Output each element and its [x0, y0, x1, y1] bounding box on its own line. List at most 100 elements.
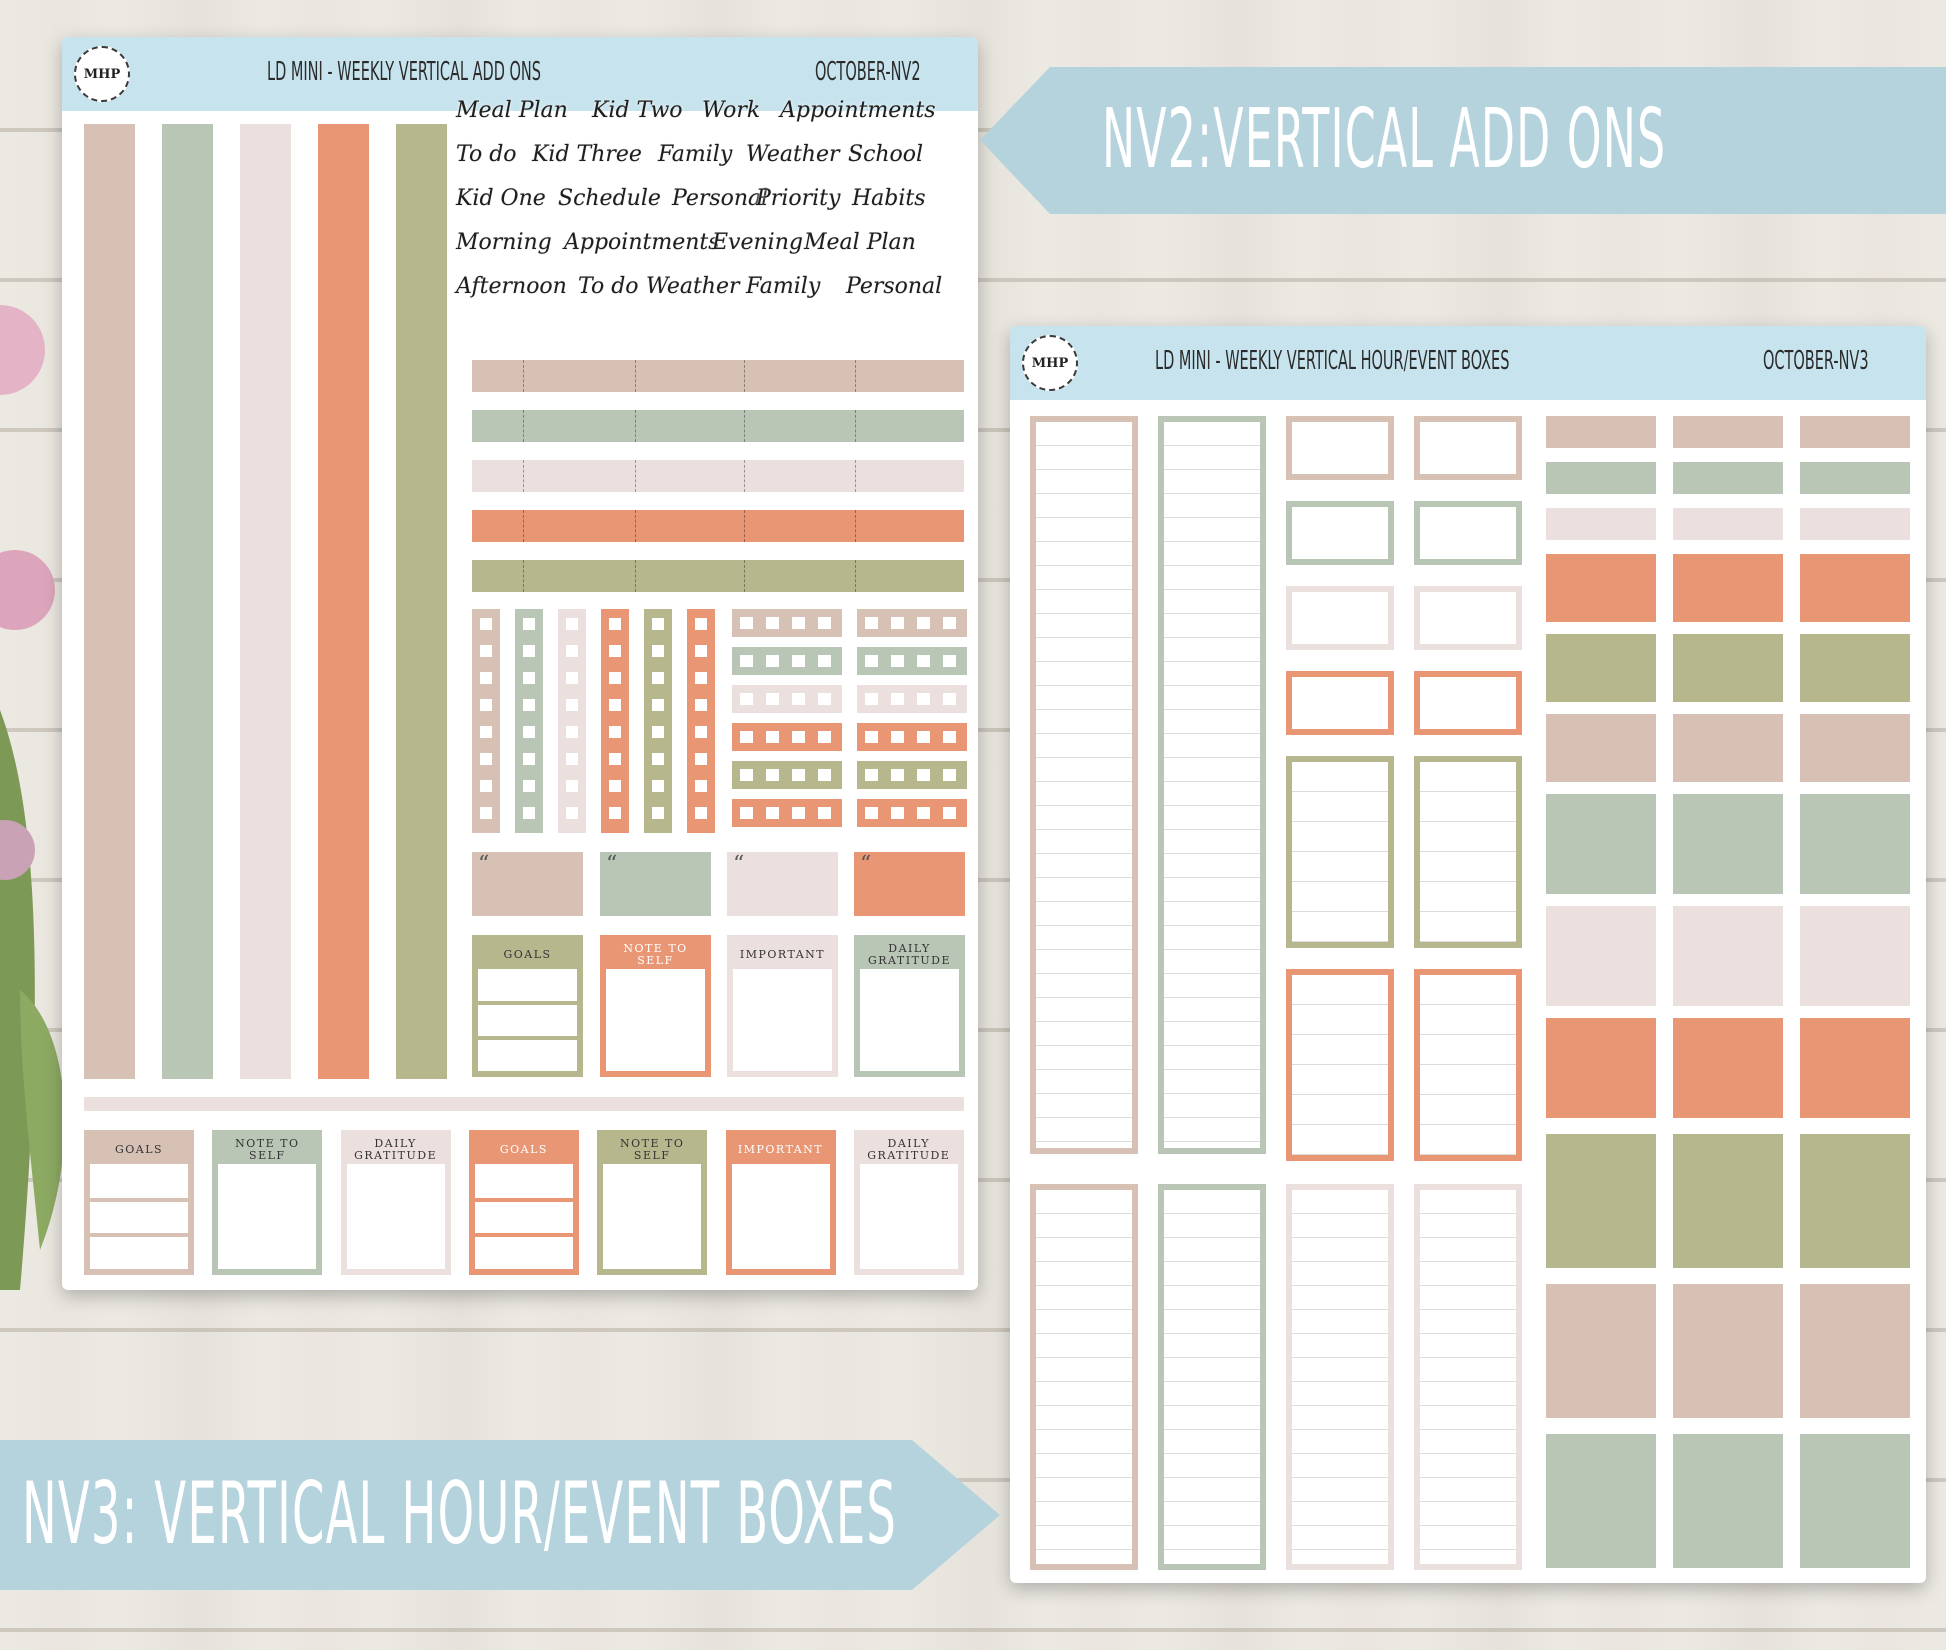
banner-nv2-text: NV2:VERTICAL ADD ONS — [1102, 92, 1667, 187]
horizontal-checkbox-strip — [857, 609, 967, 637]
color-square — [1673, 416, 1783, 448]
label-box-row2-item: GOALS — [84, 1130, 194, 1275]
word-sticker: Habits — [852, 186, 926, 211]
checkbox — [566, 780, 578, 792]
label-box-heading: NOTE TO SELF — [218, 1136, 317, 1164]
checkbox — [865, 617, 878, 629]
word-sticker: Family — [658, 142, 733, 167]
vertical-stripe-tan — [84, 124, 135, 1079]
color-square — [1800, 462, 1910, 494]
checkbox — [740, 769, 753, 781]
checkbox — [891, 807, 904, 819]
color-square — [1546, 1134, 1656, 1268]
checkbox — [652, 780, 664, 792]
event-box-coral-2 — [1414, 671, 1522, 735]
event-box-blush-2 — [1414, 586, 1522, 650]
checkbox — [695, 780, 707, 792]
sheet-nv3-code: OCTOBER-NV3 — [1763, 346, 1869, 376]
horizontal-stripe-tan — [472, 360, 964, 392]
checkbox — [609, 618, 621, 630]
hour-column-blush-bottom-1 — [1286, 1184, 1394, 1570]
event-box-tan-1 — [1286, 416, 1394, 480]
checkbox — [609, 807, 621, 819]
checkbox — [943, 617, 956, 629]
color-square — [1800, 714, 1910, 782]
checkbox — [609, 753, 621, 765]
checkbox — [695, 807, 707, 819]
sheet-nv2-header — [62, 37, 978, 111]
checkbox — [792, 693, 805, 705]
checkbox — [766, 655, 779, 667]
vertical-checkbox-strip — [644, 609, 672, 833]
color-square — [1673, 554, 1783, 622]
label-box-gratitude-1: DAILY GRATITUDE — [854, 935, 965, 1077]
checkbox — [740, 655, 753, 667]
checkbox — [766, 617, 779, 629]
word-sticker: Kid One — [456, 186, 546, 211]
checkbox — [943, 731, 956, 743]
label-box-heading: IMPORTANT — [731, 1136, 830, 1164]
event-box-sage-1 — [1286, 501, 1394, 565]
label-box-heading: GOALS — [90, 1136, 188, 1164]
flower-decoration — [0, 305, 65, 1290]
color-square — [1546, 634, 1656, 702]
word-sticker: Kid Two — [592, 98, 683, 123]
color-square — [1673, 1434, 1783, 1568]
hour-column-blush-bottom-2 — [1414, 1184, 1522, 1570]
mhp-logo: MHP — [74, 46, 130, 102]
color-square — [1673, 1284, 1783, 1418]
checkbox — [865, 731, 878, 743]
color-square — [1673, 508, 1783, 540]
horizontal-checkbox-strip — [857, 647, 967, 675]
checkbox — [523, 726, 535, 738]
checkbox — [917, 769, 930, 781]
word-sticker: Weather — [746, 142, 840, 167]
checkbox — [609, 672, 621, 684]
vertical-checkbox-strip — [601, 609, 629, 833]
color-square — [1546, 416, 1656, 448]
word-sticker: Evening — [712, 230, 803, 255]
checkbox — [740, 617, 753, 629]
checkbox — [891, 617, 904, 629]
vertical-stripe-blush — [240, 124, 291, 1079]
sheet-nv2-title: LD MINI - WEEKLY VERTICAL ADD ONS — [267, 57, 541, 87]
checkbox — [652, 699, 664, 711]
mhp-logo: MHP — [1022, 335, 1078, 391]
hour-column-tan-bottom — [1030, 1184, 1138, 1570]
checkbox — [480, 645, 492, 657]
checkbox — [891, 693, 904, 705]
checkbox — [792, 655, 805, 667]
label-box-row2-item: GOALS — [468, 1130, 579, 1275]
checkbox — [943, 693, 956, 705]
checkbox — [865, 769, 878, 781]
quote-box-blush: “ — [727, 852, 838, 916]
event-box-sage-2 — [1414, 501, 1522, 565]
horizontal-checkbox-strip — [732, 609, 842, 637]
checkbox — [865, 807, 878, 819]
event-box-coral-1 — [1286, 671, 1394, 735]
quote-box-coral: “ — [854, 852, 965, 916]
checkbox — [943, 769, 956, 781]
color-square — [1800, 1018, 1910, 1118]
banner-nv2 — [980, 67, 1946, 214]
word-sticker: Priority — [756, 186, 841, 211]
checkbox — [523, 807, 535, 819]
label-box-row2-item: DAILY GRATITUDE — [853, 1130, 964, 1275]
word-sticker: Appointments — [564, 230, 720, 255]
checkbox — [917, 807, 930, 819]
word-sticker: Personal — [846, 274, 943, 299]
color-square — [1673, 462, 1783, 494]
checkbox — [891, 731, 904, 743]
event-box-olive-tall-2 — [1414, 756, 1522, 948]
label-box-heading: NOTE TO SELF — [603, 1136, 702, 1164]
checkbox — [792, 617, 805, 629]
checkbox — [695, 672, 707, 684]
checkbox — [480, 699, 492, 711]
label-box-goals-1: GOALS — [472, 935, 583, 1077]
event-box-coral-tall-2 — [1414, 969, 1522, 1161]
checkbox — [917, 655, 930, 667]
checkbox — [566, 753, 578, 765]
color-square — [1800, 508, 1910, 540]
horizontal-checkbox-strip — [857, 723, 967, 751]
horizontal-checkbox-strip — [732, 685, 842, 713]
